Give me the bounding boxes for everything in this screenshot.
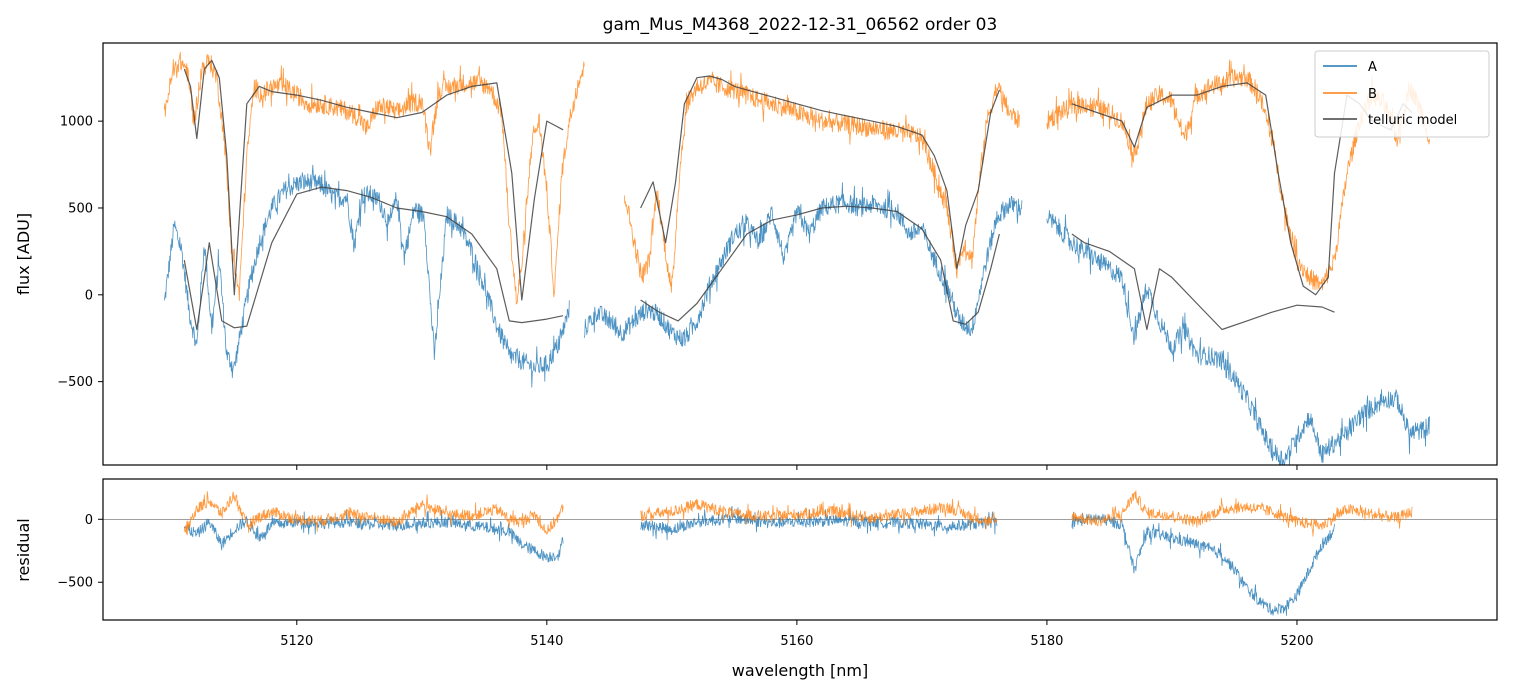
residual-b-series-line <box>183 491 564 536</box>
residual-x-ticks: 5120 5140 5160 5180 5200 <box>280 620 1314 649</box>
flux-panel: −500 0 500 1000 flux [ADU] A B telluric mod… <box>14 42 1498 470</box>
legend-label-a: A <box>1368 60 1377 75</box>
residual-series-group <box>183 490 1413 616</box>
x-tick-label: 5200 <box>1280 634 1313 649</box>
y-tick-label: 1000 <box>60 115 93 130</box>
flux-b-series-line <box>623 70 1020 293</box>
legend: A B telluric model <box>1314 50 1490 138</box>
x-axis-label: wavelength [nm] <box>732 661 869 680</box>
flux-a-series-line <box>1046 210 1430 465</box>
flux-model-series-line <box>1071 233 1335 331</box>
y-tick-label: 0 <box>85 513 93 528</box>
residual-b-series-line <box>1071 490 1413 537</box>
residual-b-series-line <box>640 498 998 530</box>
residual-y-ticks: −500 0 <box>57 513 103 591</box>
flux-model-series-line <box>640 75 1000 270</box>
legend-box <box>1314 50 1490 138</box>
y-tick-label: −500 <box>57 576 93 591</box>
y-tick-label: 500 <box>68 201 93 216</box>
flux-y-ticks: −500 0 500 1000 <box>57 115 103 390</box>
legend-label-b: B <box>1368 87 1377 102</box>
residual-a-series-line <box>183 509 564 563</box>
residual-panel: −500 0 5120 5140 5160 5180 5200 residual <box>14 478 1498 649</box>
x-tick-label: 5160 <box>780 634 813 649</box>
flux-a-series-line <box>163 164 570 388</box>
residual-a-series-line <box>1071 512 1335 616</box>
x-tick-label: 5140 <box>530 634 563 649</box>
flux-y-axis-label: flux [ADU] <box>14 213 33 295</box>
flux-series-group <box>163 51 1430 465</box>
flux-model-series-line <box>640 205 1000 325</box>
legend-label-model: telluric model <box>1368 113 1457 128</box>
flux-a-series-line <box>583 182 1023 347</box>
flux-x-ticks <box>296 465 1298 470</box>
residual-a-series-line <box>640 505 998 541</box>
y-tick-label: 0 <box>85 288 93 303</box>
flux-panel-frame <box>102 42 1498 466</box>
residual-panel-frame <box>102 478 1498 621</box>
chart-title: gam_Mus_M4368_2022-12-31_06562 order 03 <box>603 15 998 35</box>
x-tick-label: 5120 <box>280 634 313 649</box>
flux-b-series-line <box>163 51 585 305</box>
x-tick-label: 5180 <box>1030 634 1063 649</box>
flux-model-series-line <box>183 186 564 331</box>
residual-y-axis-label: residual <box>14 518 33 581</box>
flux-model-series-line <box>183 59 564 301</box>
y-tick-label: −500 <box>57 375 93 390</box>
